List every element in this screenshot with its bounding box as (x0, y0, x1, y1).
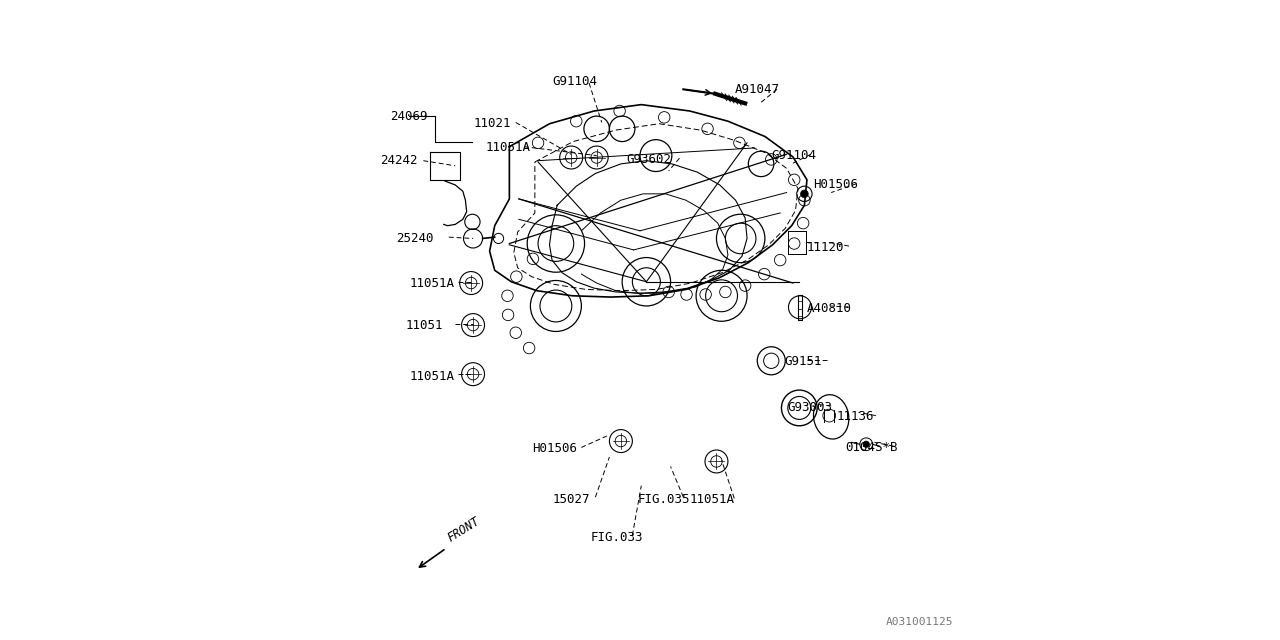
Text: 15027: 15027 (552, 493, 590, 506)
Text: 11136: 11136 (836, 410, 874, 423)
Text: FIG.035: FIG.035 (637, 493, 690, 506)
Text: A031001125: A031001125 (886, 617, 954, 627)
Text: G91104: G91104 (552, 74, 596, 88)
Circle shape (800, 190, 808, 198)
Text: FIG.033: FIG.033 (590, 531, 643, 545)
Text: 25240: 25240 (397, 232, 434, 245)
Polygon shape (490, 104, 806, 297)
Text: 11051A: 11051A (486, 141, 531, 154)
Text: 24069: 24069 (390, 109, 428, 123)
Text: 0104S*B: 0104S*B (845, 441, 897, 454)
Text: G93003: G93003 (787, 401, 833, 415)
Text: 11051: 11051 (406, 319, 443, 332)
Text: A40810: A40810 (806, 302, 852, 315)
Text: A91047: A91047 (735, 83, 780, 96)
Text: FRONT: FRONT (445, 515, 483, 544)
Text: 11120: 11120 (806, 241, 845, 254)
Text: H01506: H01506 (813, 179, 859, 191)
Text: G91104: G91104 (772, 149, 817, 162)
Circle shape (863, 441, 869, 447)
Text: H01506: H01506 (531, 442, 577, 455)
Text: 11021: 11021 (474, 117, 511, 130)
Text: G9151: G9151 (785, 355, 822, 368)
Text: 11051A: 11051A (690, 493, 735, 506)
Text: 11051A: 11051A (410, 276, 454, 289)
Text: 24242: 24242 (380, 154, 417, 167)
Text: G93602: G93602 (626, 153, 671, 166)
Text: 11051A: 11051A (410, 369, 454, 383)
